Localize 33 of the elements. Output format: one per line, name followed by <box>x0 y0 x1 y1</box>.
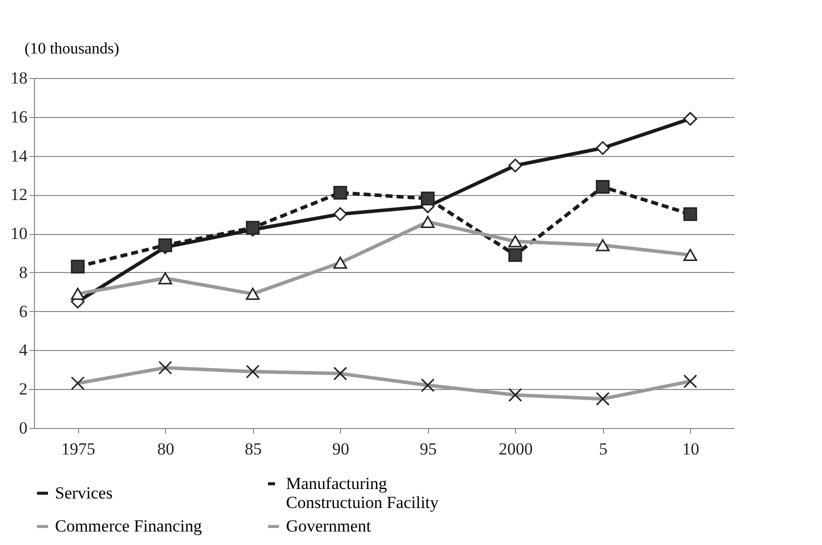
y-tick-label: 6 <box>19 302 28 321</box>
point <box>683 112 698 126</box>
x-tick-label: 5 <box>599 440 608 458</box>
y-tick-label: 10 <box>10 224 28 244</box>
x-tick-label: 90 <box>332 440 350 458</box>
point <box>683 207 698 221</box>
point <box>508 158 522 172</box>
x-tick-label: 95 <box>420 440 437 458</box>
legend-label: Manufacturing Constructuion Facility <box>286 474 440 512</box>
point <box>420 192 435 206</box>
x-tick-label: 80 <box>157 440 174 458</box>
y-tick-label: 0 <box>19 418 28 438</box>
point <box>333 207 348 221</box>
legend-label: Commerce Financing <box>55 516 202 536</box>
legend-label: Services <box>55 483 113 502</box>
y-tick-label: 4 <box>19 340 28 360</box>
y-tick-label: 2 <box>19 380 28 399</box>
y-axis-title: (10 thousands) <box>24 40 120 58</box>
y-tick-label: 8 <box>19 262 28 282</box>
point <box>596 180 610 194</box>
y-tick-label: 12 <box>10 185 28 204</box>
y-tick-label: 18 <box>10 68 28 88</box>
point <box>333 186 348 200</box>
x-tick-label: 1975 <box>61 440 96 458</box>
point <box>596 141 610 155</box>
x-tick-label: 10 <box>682 440 700 458</box>
point <box>70 260 85 274</box>
x-tick-label: 85 <box>244 440 262 458</box>
legend-label: Government <box>286 516 372 536</box>
x-tick-label: 2000 <box>498 440 533 458</box>
point <box>508 248 522 262</box>
y-tick-label: 16 <box>10 107 28 126</box>
y-tick-label: 14 <box>10 146 28 166</box>
